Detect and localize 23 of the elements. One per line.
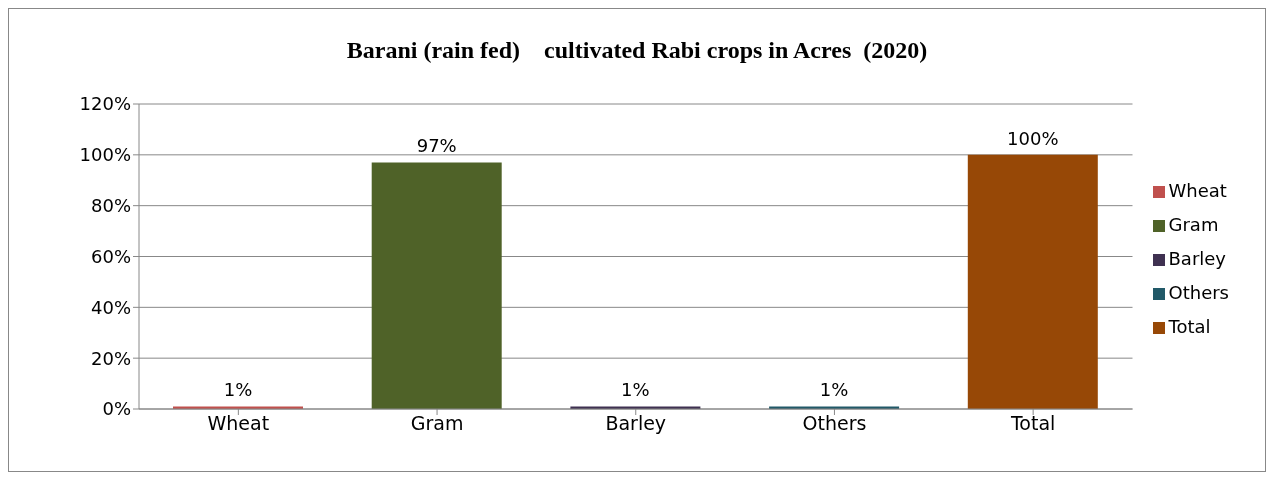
y-tick-label: 0% <box>102 398 131 420</box>
y-tick-label: 60% <box>90 245 131 267</box>
legend-label: Others <box>1168 282 1229 303</box>
x-tick-label: Others <box>802 412 867 435</box>
x-tick-label: Total <box>1009 412 1056 435</box>
x-tick-label: Barley <box>605 412 667 435</box>
data-label: 97% <box>416 135 457 157</box>
legend-label: Total <box>1168 316 1211 337</box>
data-label: 1% <box>621 379 650 401</box>
data-label: 1% <box>223 379 253 401</box>
x-tick-label: Gram <box>410 412 464 435</box>
legend-label: Wheat <box>1168 180 1227 201</box>
data-label: 100% <box>1007 127 1059 149</box>
legend-label: Gram <box>1168 214 1219 235</box>
x-tick-label: Wheat <box>207 412 270 435</box>
legend-label: Barley <box>1168 248 1227 269</box>
y-tick-label: 100% <box>79 144 131 166</box>
y-tick-label: 80% <box>90 195 131 217</box>
data-label: 1% <box>819 379 849 401</box>
chart-title: Barani (rain fed) cultivated Rabi crops in Acres (2020) <box>345 37 929 64</box>
y-tick-label: 20% <box>90 347 131 369</box>
y-tick-label: 40% <box>90 296 131 318</box>
y-tick-label: 120% <box>79 93 131 115</box>
